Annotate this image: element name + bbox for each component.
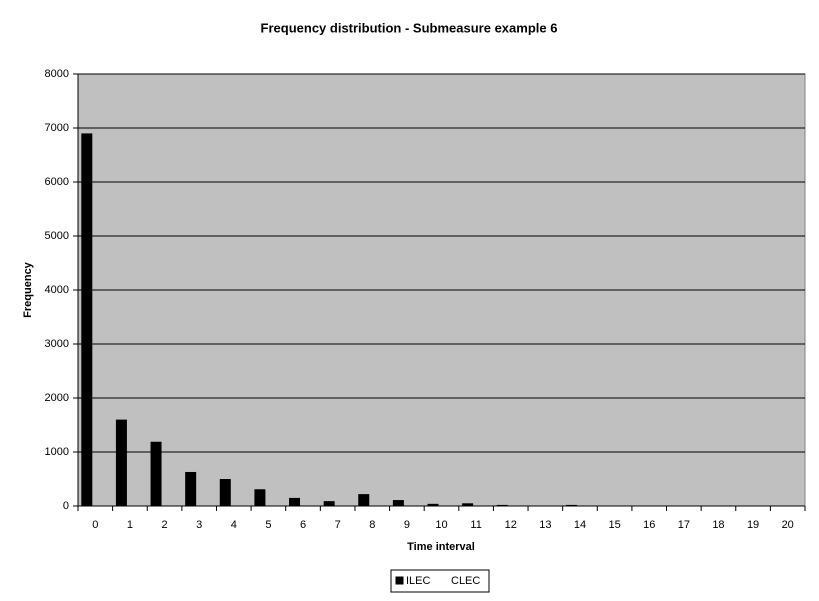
bar — [289, 497, 301, 506]
bar — [565, 504, 577, 506]
x-tick-label: 1 — [127, 519, 133, 531]
legend: ILEC CLEC — [390, 569, 490, 593]
x-tick-label: 12 — [505, 519, 517, 531]
x-tick-label: 5 — [265, 519, 271, 531]
chart-title: Frequency distribution - Submeasure exam… — [261, 20, 558, 35]
y-tick-label: 2000 — [45, 392, 69, 404]
x-tick-label: 6 — [300, 519, 306, 531]
x-tick-label: 20 — [782, 519, 794, 531]
legend-label: ILEC — [406, 575, 431, 587]
y-tick-label: 3000 — [45, 338, 69, 350]
bar — [185, 471, 197, 506]
legend-box — [390, 569, 490, 593]
bar — [323, 501, 335, 506]
bar — [496, 504, 508, 506]
y-tick-label: 8000 — [45, 68, 69, 80]
x-tick-label: 4 — [231, 519, 237, 531]
x-tick-label: 0 — [92, 519, 98, 531]
x-tick-label: 11 — [470, 519, 481, 531]
x-tick-label: 17 — [678, 519, 690, 531]
y-tick-label: 7000 — [45, 122, 69, 134]
bar — [462, 503, 474, 506]
bar — [254, 489, 266, 506]
bar — [81, 133, 93, 506]
y-tick-label: 5000 — [45, 230, 69, 242]
legend-swatch — [395, 576, 404, 585]
x-tick-label: 13 — [539, 519, 551, 531]
x-tick-label: 8 — [369, 519, 375, 531]
x-tick-label: 14 — [574, 519, 586, 531]
y-tick-label: 1000 — [45, 446, 69, 458]
x-axis-label: Time interval — [407, 541, 475, 553]
bar — [427, 503, 439, 506]
x-tick-label: 3 — [196, 519, 202, 531]
bar — [392, 500, 404, 506]
x-tick-label: 15 — [608, 519, 620, 531]
x-tick-label: 18 — [712, 519, 724, 531]
x-tick-label: 9 — [404, 519, 410, 531]
x-tick-label: 2 — [161, 519, 167, 531]
y-axis-label: Frequency — [22, 261, 34, 318]
x-tick-label: 16 — [643, 519, 655, 531]
x-tick-label: 10 — [435, 519, 447, 531]
bar — [115, 419, 127, 506]
y-tick-label: 0 — [63, 500, 69, 512]
bar — [358, 494, 370, 506]
bar — [219, 479, 231, 506]
y-tick-label: 6000 — [45, 176, 69, 188]
legend-label: CLEC — [451, 575, 480, 587]
legend-swatch — [440, 576, 449, 585]
bar — [150, 441, 162, 506]
x-tick-label: 19 — [747, 519, 759, 531]
x-tick-label: 7 — [335, 519, 341, 531]
y-tick-label: 4000 — [45, 284, 69, 296]
